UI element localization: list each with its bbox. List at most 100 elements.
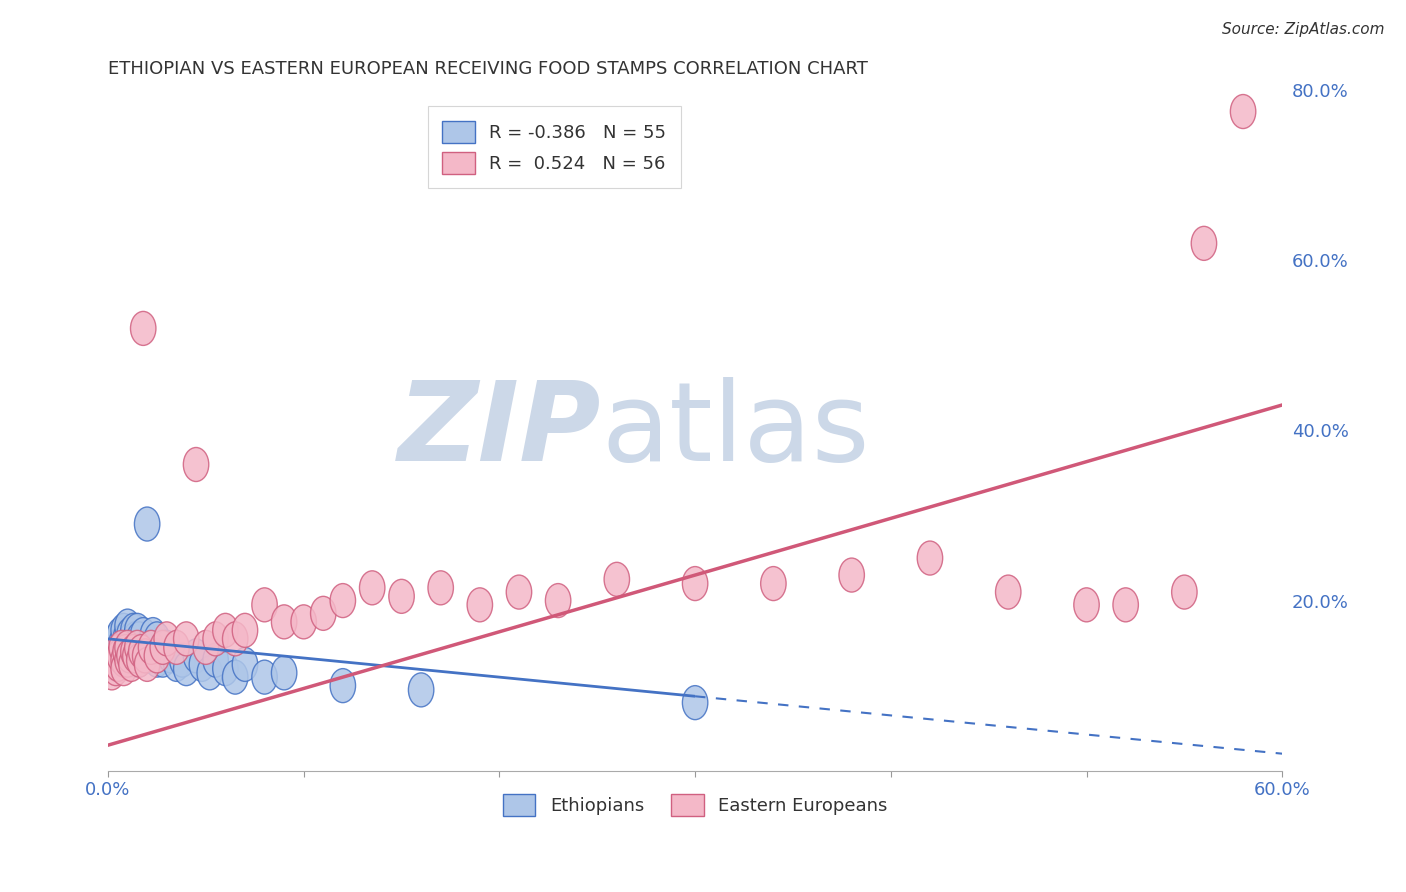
Ellipse shape	[105, 648, 131, 681]
Ellipse shape	[155, 631, 180, 665]
Ellipse shape	[125, 631, 150, 665]
Ellipse shape	[132, 639, 157, 673]
Ellipse shape	[117, 639, 142, 673]
Ellipse shape	[118, 622, 145, 656]
Ellipse shape	[360, 571, 385, 605]
Ellipse shape	[252, 588, 277, 622]
Ellipse shape	[135, 507, 160, 541]
Ellipse shape	[1191, 227, 1216, 260]
Ellipse shape	[100, 643, 125, 677]
Ellipse shape	[1230, 95, 1256, 128]
Ellipse shape	[163, 631, 190, 665]
Ellipse shape	[232, 648, 257, 681]
Ellipse shape	[117, 617, 142, 652]
Ellipse shape	[101, 631, 127, 665]
Ellipse shape	[917, 541, 942, 575]
Ellipse shape	[222, 660, 247, 694]
Ellipse shape	[173, 652, 200, 686]
Ellipse shape	[115, 631, 141, 665]
Ellipse shape	[202, 622, 228, 656]
Ellipse shape	[197, 656, 222, 690]
Ellipse shape	[232, 614, 257, 648]
Ellipse shape	[112, 643, 138, 677]
Ellipse shape	[110, 639, 135, 673]
Text: ETHIOPIAN VS EASTERN EUROPEAN RECEIVING FOOD STAMPS CORRELATION CHART: ETHIOPIAN VS EASTERN EUROPEAN RECEIVING …	[108, 60, 868, 78]
Ellipse shape	[157, 639, 183, 673]
Ellipse shape	[121, 634, 146, 669]
Ellipse shape	[193, 631, 218, 665]
Ellipse shape	[467, 588, 492, 622]
Ellipse shape	[252, 660, 277, 694]
Ellipse shape	[761, 566, 786, 600]
Ellipse shape	[141, 617, 166, 652]
Ellipse shape	[222, 622, 247, 656]
Ellipse shape	[427, 571, 453, 605]
Ellipse shape	[839, 558, 865, 592]
Ellipse shape	[682, 566, 707, 600]
Ellipse shape	[105, 622, 131, 656]
Ellipse shape	[127, 643, 152, 677]
Ellipse shape	[408, 673, 434, 706]
Ellipse shape	[155, 622, 180, 656]
Ellipse shape	[138, 639, 163, 673]
Ellipse shape	[115, 643, 141, 677]
Text: Source: ZipAtlas.com: Source: ZipAtlas.com	[1222, 22, 1385, 37]
Ellipse shape	[145, 622, 170, 656]
Ellipse shape	[105, 639, 131, 673]
Ellipse shape	[103, 648, 128, 681]
Ellipse shape	[128, 634, 155, 669]
Ellipse shape	[330, 669, 356, 703]
Ellipse shape	[271, 605, 297, 639]
Ellipse shape	[271, 656, 297, 690]
Ellipse shape	[128, 634, 155, 669]
Ellipse shape	[145, 643, 170, 677]
Ellipse shape	[103, 652, 128, 686]
Ellipse shape	[125, 631, 150, 665]
Ellipse shape	[122, 622, 148, 656]
Ellipse shape	[107, 639, 132, 673]
Ellipse shape	[121, 614, 146, 648]
Text: atlas: atlas	[602, 377, 870, 484]
Ellipse shape	[605, 562, 630, 597]
Ellipse shape	[111, 631, 136, 665]
Ellipse shape	[1171, 575, 1197, 609]
Ellipse shape	[115, 631, 141, 665]
Ellipse shape	[107, 617, 132, 652]
Ellipse shape	[107, 634, 132, 669]
Ellipse shape	[212, 614, 238, 648]
Ellipse shape	[112, 622, 138, 656]
Ellipse shape	[202, 643, 228, 677]
Ellipse shape	[111, 652, 136, 686]
Ellipse shape	[212, 652, 238, 686]
Ellipse shape	[127, 643, 152, 677]
Ellipse shape	[682, 686, 707, 720]
Ellipse shape	[330, 583, 356, 617]
Ellipse shape	[121, 643, 146, 677]
Ellipse shape	[122, 639, 148, 673]
Ellipse shape	[111, 643, 136, 677]
Ellipse shape	[311, 597, 336, 631]
Ellipse shape	[135, 648, 160, 681]
Ellipse shape	[150, 631, 176, 665]
Ellipse shape	[995, 575, 1021, 609]
Ellipse shape	[163, 648, 190, 681]
Ellipse shape	[110, 631, 135, 665]
Ellipse shape	[183, 639, 208, 673]
Ellipse shape	[148, 634, 173, 669]
Ellipse shape	[112, 634, 138, 669]
Ellipse shape	[122, 639, 148, 673]
Ellipse shape	[131, 311, 156, 345]
Text: ZIP: ZIP	[398, 377, 602, 484]
Ellipse shape	[291, 605, 316, 639]
Ellipse shape	[110, 626, 135, 660]
Ellipse shape	[389, 579, 415, 614]
Ellipse shape	[132, 639, 157, 673]
Ellipse shape	[125, 614, 150, 648]
Ellipse shape	[101, 643, 127, 677]
Ellipse shape	[127, 622, 152, 656]
Ellipse shape	[183, 448, 208, 482]
Ellipse shape	[111, 614, 136, 648]
Ellipse shape	[173, 622, 200, 656]
Ellipse shape	[118, 634, 145, 669]
Ellipse shape	[115, 609, 141, 643]
